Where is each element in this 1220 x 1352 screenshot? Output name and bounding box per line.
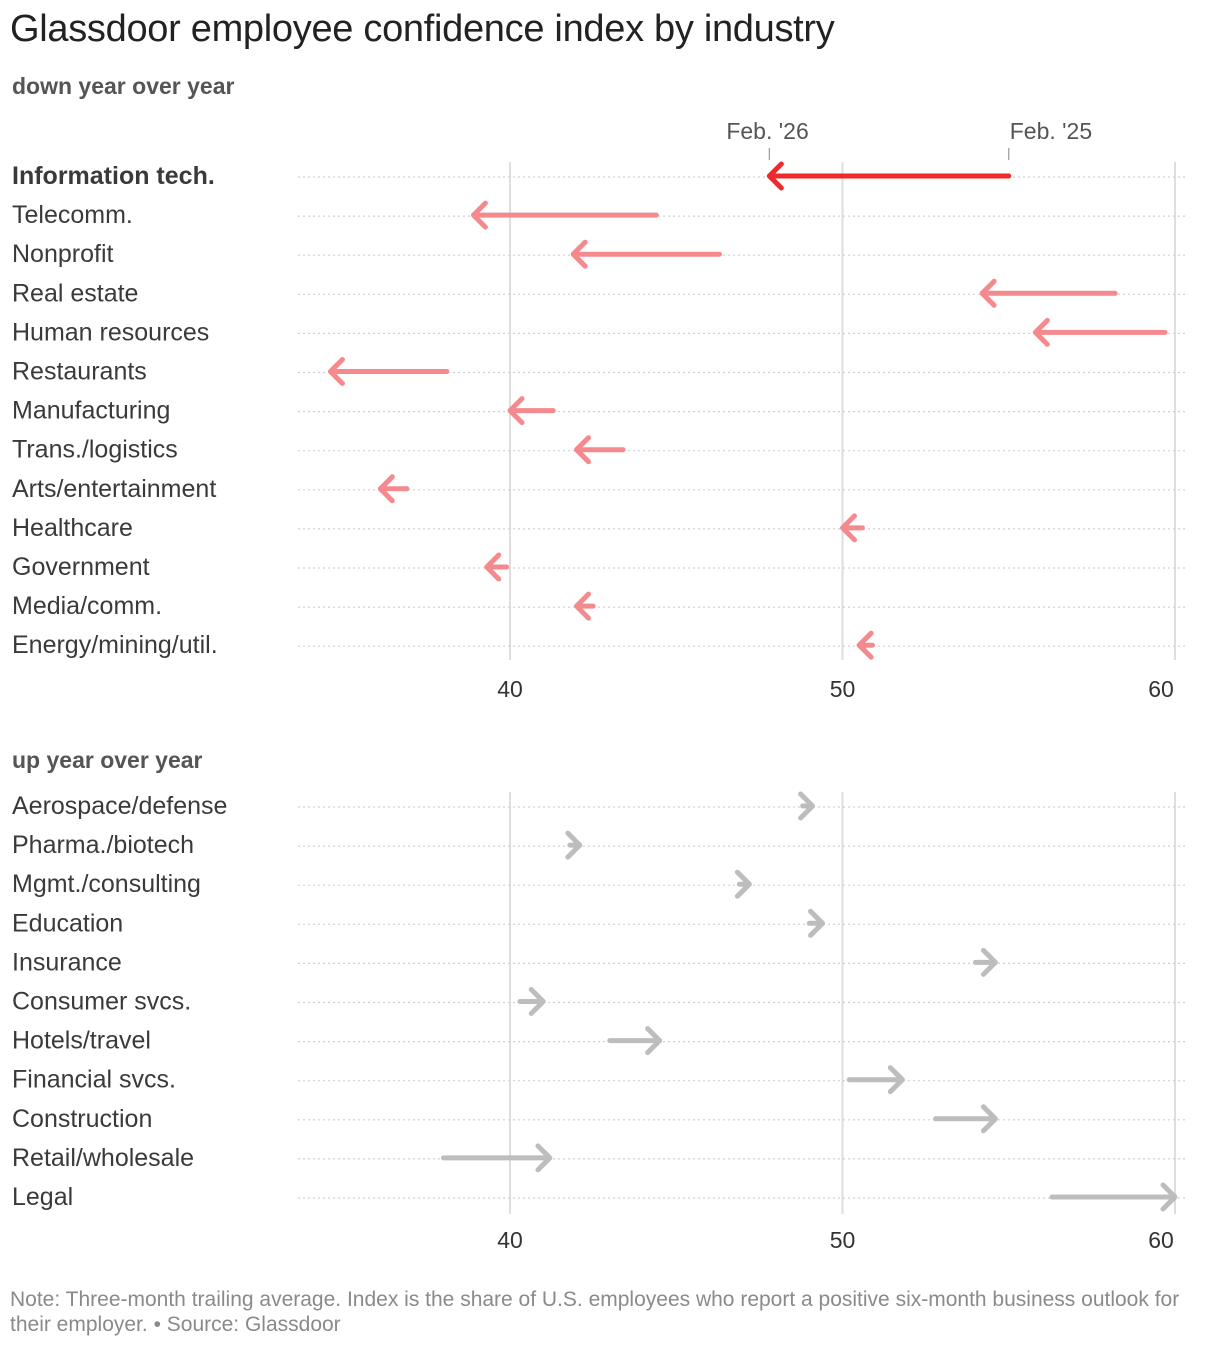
- x-tick-label-40: 40: [497, 676, 523, 702]
- arrow-head: [808, 908, 826, 938]
- category-label: Financial svcs.: [12, 1066, 176, 1094]
- arrow-head: [470, 200, 488, 230]
- category-label: Healthcare: [12, 514, 133, 542]
- category-label: Insurance: [12, 948, 122, 976]
- category-label: Arts/entertainment: [12, 475, 216, 503]
- x-tick-label-50: 50: [830, 676, 856, 702]
- category-label: Telecomm.: [12, 201, 133, 229]
- arrow-head: [327, 357, 345, 386]
- category-label: Legal: [12, 1183, 73, 1211]
- category-label: Construction: [12, 1105, 152, 1133]
- arrow-head: [1032, 317, 1050, 347]
- arrow-head: [766, 161, 784, 191]
- legend-label-feb26: Feb. '26: [726, 118, 808, 144]
- category-label: Real estate: [12, 279, 138, 307]
- section-label-down: down year over year: [12, 73, 235, 99]
- arrow-head: [980, 1104, 998, 1134]
- category-label: Energy/mining/util.: [12, 631, 218, 659]
- source-note: Note: Three-month trailing average. Inde…: [10, 1288, 1180, 1336]
- arrow-head: [798, 791, 816, 821]
- x-tick-label-60: 60: [1148, 1227, 1174, 1253]
- arrow-head: [574, 591, 591, 621]
- arrow-head: [507, 396, 525, 426]
- category-label: Media/comm.: [12, 592, 162, 620]
- arrow-head: [734, 869, 752, 899]
- x-tick-label-50: 50: [830, 1227, 856, 1253]
- arrow-head: [535, 1143, 553, 1173]
- category-label: Consumer svcs.: [12, 988, 191, 1016]
- arrow-head: [377, 474, 395, 504]
- x-tick-label-40: 40: [497, 1227, 523, 1253]
- arrow-head: [574, 435, 591, 465]
- category-label: Mgmt./consulting: [12, 870, 201, 898]
- category-label: Pharma./biotech: [12, 831, 194, 859]
- arrow-head: [1160, 1182, 1178, 1212]
- arrow-head: [528, 987, 546, 1016]
- category-label: Education: [12, 909, 123, 937]
- arrow-head: [887, 1065, 905, 1095]
- category-label: Human resources: [12, 318, 209, 346]
- category-label: Aerospace/defense: [12, 792, 227, 820]
- category-label: Hotels/travel: [12, 1027, 151, 1055]
- arrow-head: [980, 947, 998, 977]
- category-label: Trans./logistics: [12, 436, 178, 464]
- category-label: Nonprofit: [12, 240, 113, 268]
- legend-label-feb25: Feb. '25: [1010, 118, 1092, 144]
- x-tick-label-60: 60: [1148, 676, 1174, 702]
- arrow-head: [484, 552, 502, 582]
- section-label-up: up year over year: [12, 747, 203, 773]
- arrow-head: [565, 830, 583, 860]
- category-label: Manufacturing: [12, 397, 170, 425]
- chart-title: Glassdoor employee confidence index by i…: [10, 8, 835, 50]
- arrow-head: [840, 513, 857, 543]
- category-label: Retail/wholesale: [12, 1144, 194, 1172]
- arrow-head: [856, 630, 874, 660]
- category-label: Information tech.: [12, 162, 215, 190]
- arrow-head: [570, 239, 588, 269]
- category-label: Government: [12, 553, 150, 581]
- category-label: Restaurants: [12, 358, 147, 386]
- arrow-head: [645, 1026, 663, 1056]
- arrow-head: [979, 278, 997, 308]
